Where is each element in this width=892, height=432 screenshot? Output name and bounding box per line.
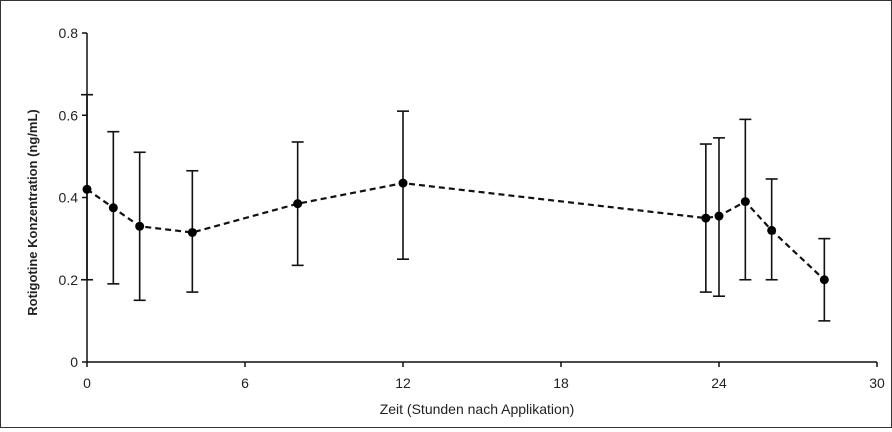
data-point bbox=[701, 213, 711, 223]
y-tick-label: 0.4 bbox=[59, 190, 79, 206]
data-point bbox=[108, 203, 118, 213]
error-bars bbox=[81, 93, 831, 322]
data-point bbox=[187, 227, 197, 237]
data-point bbox=[767, 225, 777, 235]
data-point bbox=[398, 178, 408, 188]
data-point bbox=[714, 211, 724, 221]
x-tick-label: 6 bbox=[241, 375, 249, 391]
y-tick-label: 0.6 bbox=[59, 107, 79, 123]
data-point bbox=[819, 275, 829, 285]
y-tick-label: 0 bbox=[70, 354, 78, 370]
data-point bbox=[82, 184, 92, 194]
data-point bbox=[740, 197, 750, 207]
x-tick-label: 12 bbox=[395, 375, 411, 391]
y-tick-label: 0.8 bbox=[59, 25, 79, 41]
data-point bbox=[293, 199, 303, 209]
x-axis-label: Zeit (Stunden nach Applikation) bbox=[380, 401, 575, 417]
x-ticks: 0 6 12 18 24 30 bbox=[83, 362, 885, 391]
x-tick-label: 30 bbox=[869, 375, 885, 391]
y-tick-label: 0.2 bbox=[59, 272, 79, 288]
x-tick-label: 18 bbox=[553, 375, 569, 391]
data-points bbox=[82, 178, 829, 285]
series-line bbox=[86, 181, 826, 281]
x-tick-label: 24 bbox=[711, 375, 727, 391]
data-point bbox=[135, 221, 145, 231]
x-tick-label: 0 bbox=[83, 375, 91, 391]
y-axis-label: Rotigotine Konzentration (ng/mL) bbox=[25, 109, 40, 316]
y-ticks: 0 0.2 0.4 0.6 0.8 bbox=[59, 25, 87, 370]
axes bbox=[86, 33, 877, 363]
